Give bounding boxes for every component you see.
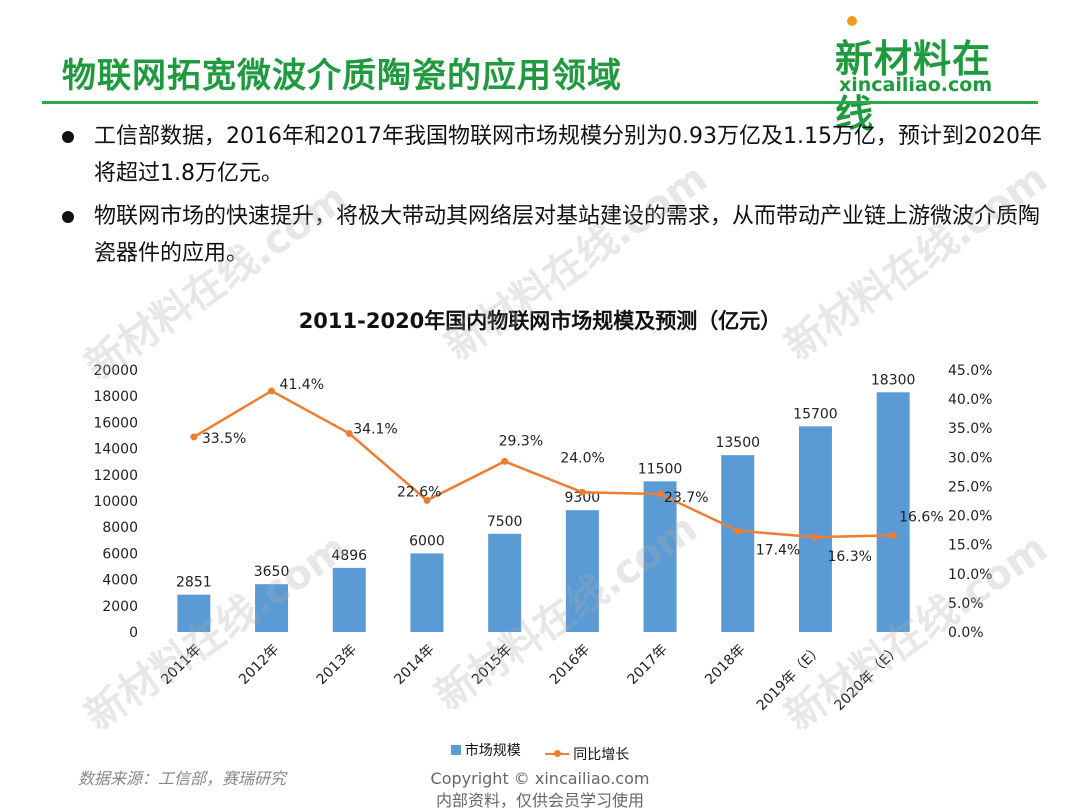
legend-line-swatch-icon xyxy=(545,750,570,757)
line-value-label: 17.4% xyxy=(756,543,800,559)
internal-note: 内部资料，仅供会员学习使用 xyxy=(435,791,644,810)
y-left-tick-label: 0 xyxy=(129,625,138,641)
line-value-label: 29.3% xyxy=(499,433,543,449)
y-right-tick-label: 5.0% xyxy=(948,596,984,612)
bar xyxy=(177,594,211,632)
y-left-tick-label: 10000 xyxy=(93,494,138,510)
y-right-tick-label: 25.0% xyxy=(948,479,992,495)
y-right-tick-label: 45.0% xyxy=(948,363,992,379)
bullet-item: 物联网市场的快速提升，将极大带动其网络层对基站建设的需求，从而带动产业链上游微波… xyxy=(62,198,1042,272)
bullet-list: 工信部数据，2016年和2017年我国物联网市场规模分别为0.93万亿及1.15… xyxy=(62,118,1042,278)
y-right-tick-label: 10.0% xyxy=(948,567,992,583)
line-point xyxy=(268,387,276,395)
page-title: 物联网拓宽微波介质陶瓷的应用领域 xyxy=(62,56,622,96)
y-right-tick-label: 35.0% xyxy=(948,421,992,437)
line-value-label: 22.6% xyxy=(397,484,441,500)
logo-english-text: xincailiao.com xyxy=(839,74,993,96)
bar xyxy=(488,533,522,632)
line-value-label: 24.0% xyxy=(560,450,604,466)
bar xyxy=(643,481,677,632)
line-point xyxy=(423,496,431,504)
line-point xyxy=(811,533,819,541)
line-point xyxy=(578,488,586,496)
legend-label: 同比增长 xyxy=(573,747,630,763)
x-tick-label: 2015年 xyxy=(469,642,515,688)
bullet-text: 工信部数据，2016年和2017年我国物联网市场规模分别为0.93万亿及1.15… xyxy=(94,124,1042,186)
x-tick-label: 2018年 xyxy=(702,642,748,688)
bar xyxy=(798,426,832,632)
y-right-tick-label: 30.0% xyxy=(948,450,992,466)
chart-title: 2011-2020年国内物联网市场规模及预测（亿元） xyxy=(298,309,782,333)
y-right-tick-label: 40.0% xyxy=(948,392,992,408)
bar-value-label: 9300 xyxy=(565,490,601,506)
bullet-dot-icon xyxy=(62,211,74,223)
y-left-tick-label: 8000 xyxy=(102,520,138,536)
x-tick-label: 2017年 xyxy=(624,642,670,688)
data-source: 数据来源：工信部，赛瑞研究 xyxy=(78,769,287,788)
line-value-label: 41.4% xyxy=(280,377,324,393)
title-divider xyxy=(42,101,1038,104)
bullet-item: 工信部数据，2016年和2017年我国物联网市场规模分别为0.93万亿及1.15… xyxy=(62,118,1042,192)
bar-value-label: 13500 xyxy=(715,435,760,451)
bar-value-label: 15700 xyxy=(793,406,838,422)
line-value-label: 33.5% xyxy=(202,431,246,447)
bullet-text: 物联网市场的快速提升，将极大带动其网络层对基站建设的需求，从而带动产业链上游微波… xyxy=(94,204,1041,266)
x-tick-label: 2020年（E） xyxy=(832,642,904,714)
x-tick-label: 2014年 xyxy=(391,642,437,688)
legend-bar-swatch-icon xyxy=(450,745,461,755)
bar xyxy=(721,455,755,632)
y-right-tick-label: 0.0% xyxy=(948,625,984,641)
logo-dot-icon xyxy=(847,16,857,26)
growth-line xyxy=(193,389,894,539)
legend-item-bar: 市场规模 xyxy=(450,740,521,760)
bar-value-label: 18300 xyxy=(871,372,916,388)
x-tick-label: 2011年 xyxy=(158,642,204,688)
bullet-dot-icon xyxy=(62,131,74,143)
line-value-label: 23.7% xyxy=(664,490,708,506)
y-left-tick-label: 14000 xyxy=(93,442,138,458)
line-value-label: 34.1% xyxy=(353,421,397,437)
legend-item-line: 同比增长 xyxy=(545,744,629,764)
line-point xyxy=(889,531,897,539)
bar-value-label: 6000 xyxy=(409,533,445,549)
brand-logo: 新材料在线 xincailiao.com xyxy=(835,14,1025,136)
logo-chinese-text: 新材料在线 xyxy=(835,37,992,136)
bar-value-label: 11500 xyxy=(638,461,683,477)
bar-value-label: 2851 xyxy=(176,575,212,591)
x-tick-label: 2019年（E） xyxy=(754,642,826,714)
x-tick-label: 2012年 xyxy=(236,642,282,688)
bar xyxy=(332,567,366,632)
y-left-tick-label: 18000 xyxy=(93,389,138,405)
bar-value-label: 7500 xyxy=(487,514,523,530)
y-left-tick-label: 16000 xyxy=(93,415,138,431)
line-point xyxy=(501,457,509,465)
x-tick-label: 2013年 xyxy=(314,642,360,688)
bar xyxy=(410,553,444,632)
y-right-tick-label: 15.0% xyxy=(948,538,992,554)
bar xyxy=(565,510,599,632)
y-right-tick-label: 20.0% xyxy=(948,509,992,525)
line-point xyxy=(190,433,198,441)
line-point xyxy=(734,527,742,535)
line-point xyxy=(345,429,353,437)
copyright-block: Copyright © xincailiao.com 内部资料，仅供会员学习使用 xyxy=(0,768,1080,812)
y-left-tick-label: 4000 xyxy=(102,573,138,589)
y-left-tick-label: 6000 xyxy=(102,546,138,562)
bar xyxy=(255,584,289,632)
legend-label: 市场规模 xyxy=(464,743,521,759)
bar-value-label: 3650 xyxy=(254,564,290,580)
y-left-tick-label: 2000 xyxy=(102,599,138,615)
y-left-tick-label: 12000 xyxy=(93,468,138,484)
y-left-tick-label: 20000 xyxy=(93,363,138,379)
copyright-text: Copyright © xincailiao.com xyxy=(430,769,650,788)
bar xyxy=(876,392,910,632)
line-value-label: 16.6% xyxy=(899,509,943,525)
x-tick-label: 2016年 xyxy=(547,642,593,688)
line-value-label: 16.3% xyxy=(827,549,871,565)
bar-value-label: 4896 xyxy=(331,548,367,564)
line-point xyxy=(656,490,664,498)
chart-legend: 市场规模 同比增长 xyxy=(0,740,1080,764)
